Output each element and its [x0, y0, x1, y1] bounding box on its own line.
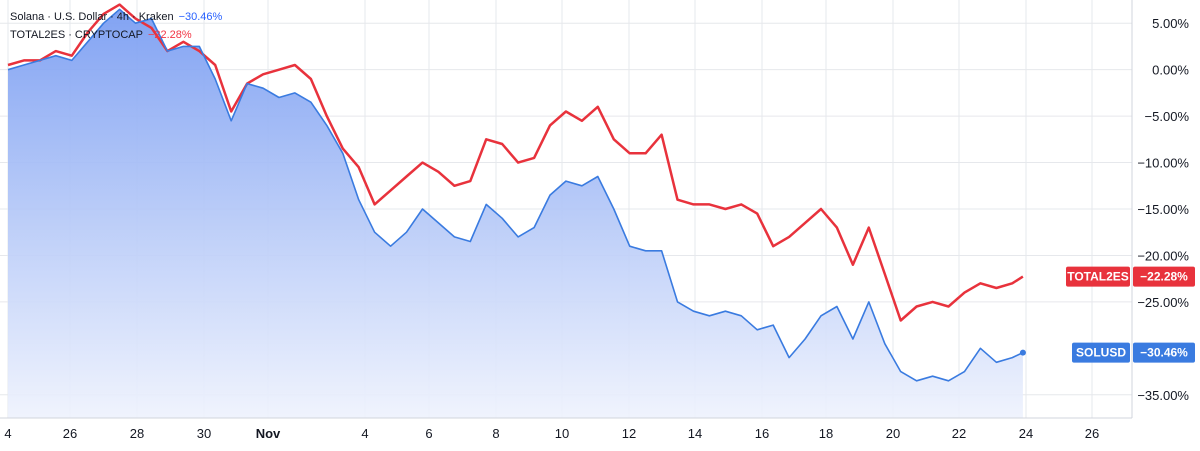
price-tags: SOLUSD −30.46% TOTAL2ES −22.28%	[1066, 266, 1195, 363]
x-tick-label: 26	[1085, 426, 1099, 441]
x-tick-label: 26	[63, 426, 77, 441]
x-tick-label: 24	[1019, 426, 1033, 441]
x-tick-label: 22	[952, 426, 966, 441]
x-tick-label: 14	[688, 426, 702, 441]
solusd-last-point	[1019, 349, 1026, 356]
legend-symbol: TOTAL2ES	[10, 29, 66, 41]
legend-total2es[interactable]: TOTAL2ES · CRYPTOCAP −22.28%	[10, 26, 222, 44]
legend-separator: ·	[110, 11, 114, 23]
y-tick-label: −10.00%	[1137, 156, 1189, 171]
solusd-value-tag	[1133, 342, 1195, 363]
chart-legend: Solana · U.S. Dollar · 4h · Kraken −30.46% TOTA…	[10, 8, 222, 44]
x-tick-label: 18	[819, 426, 833, 441]
x-tick-label: Nov	[256, 426, 281, 441]
x-tick-label: 12	[622, 426, 636, 441]
y-tick-label: −20.00%	[1137, 248, 1189, 263]
y-tick-label: −5.00%	[1145, 109, 1190, 124]
y-tick-label: −35.00%	[1137, 388, 1189, 403]
x-tick-label: 16	[755, 426, 769, 441]
total2es-name-tag	[1066, 266, 1130, 287]
legend-quote: U.S. Dollar	[53, 11, 108, 23]
legend-exchange: CRYPTOCAP	[74, 29, 143, 41]
total2es-line[interactable]	[7, 3, 1024, 322]
x-tick-label: 6	[425, 426, 432, 441]
x-tick-label: 28	[130, 426, 144, 441]
y-tick-label: −25.00%	[1137, 295, 1189, 310]
series-value-tag-label: −22.28%	[1140, 270, 1188, 284]
x-tick-label: 4	[361, 426, 368, 441]
legend-separator: ·	[47, 11, 51, 23]
y-tick-label: 5.00%	[1152, 16, 1189, 31]
legend-solusd[interactable]: Solana · U.S. Dollar · 4h · Kraken −30.46%	[10, 8, 222, 26]
series-value-tag-label: −30.46%	[1140, 346, 1188, 360]
legend-change: −30.46%	[178, 11, 223, 23]
x-tick-label: 10	[555, 426, 569, 441]
x-tick-label: 8	[492, 426, 499, 441]
series-name-tag-label: SOLUSD	[1076, 346, 1126, 360]
solusd-line[interactable]	[7, 8, 1024, 382]
x-tick-label: 30	[197, 426, 211, 441]
solusd-name-tag	[1072, 342, 1130, 363]
legend-symbol: Solana	[10, 11, 45, 23]
series-name-tag-label: TOTAL2ES	[1067, 270, 1129, 284]
legend-exchange: Kraken	[138, 11, 174, 23]
plot-area[interactable]	[7, 3, 1026, 418]
solusd-area-fill	[8, 9, 1023, 418]
total2es-value-tag	[1133, 266, 1195, 287]
y-tick-label: 0.00%	[1152, 63, 1189, 78]
y-tick-label: −15.00%	[1137, 202, 1189, 217]
legend-interval: 4h	[116, 11, 130, 23]
x-axis[interactable]: 4 26 28 30 Nov 4 6 8 10 12 14 16 18 20 22 24 26	[4, 426, 1099, 441]
legend-separator: ·	[68, 29, 72, 41]
x-tick-label: 20	[886, 426, 900, 441]
legend-separator: ·	[132, 11, 136, 23]
x-tick-label: 4	[4, 426, 11, 441]
legend-change: −22.28%	[147, 29, 192, 41]
y-axis[interactable]: 5.00% 0.00% −5.00% −10.00% −15.00% −20.00% −25…	[1137, 16, 1189, 403]
